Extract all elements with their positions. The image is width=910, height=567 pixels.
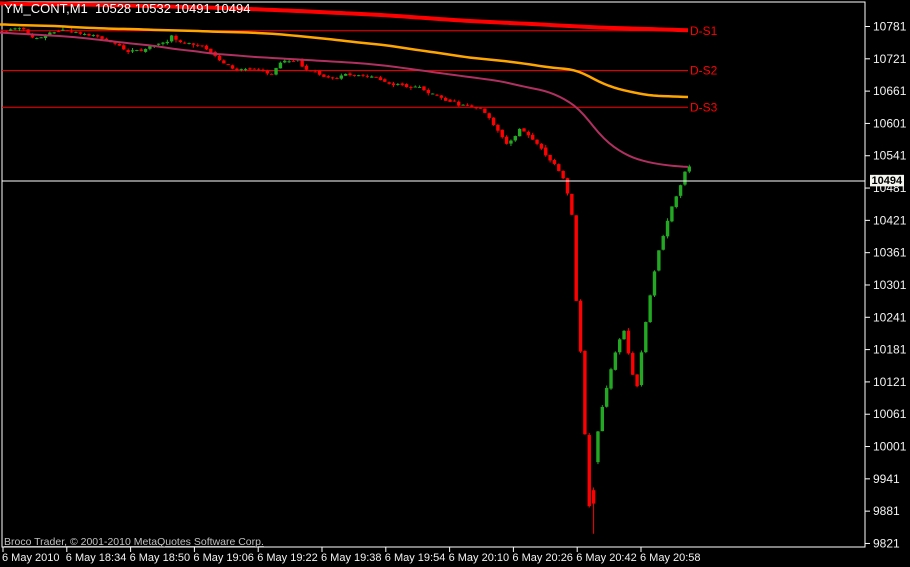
svg-text:10661: 10661	[873, 84, 907, 98]
svg-text:9941: 9941	[873, 472, 900, 486]
svg-text:10421: 10421	[873, 213, 907, 227]
svg-text:10061: 10061	[873, 407, 907, 421]
svg-text:D-S3: D-S3	[690, 100, 718, 114]
svg-text:10121: 10121	[873, 375, 907, 389]
svg-text:10721: 10721	[873, 52, 907, 66]
svg-text:6 May 19:06: 6 May 19:06	[193, 552, 254, 564]
svg-text:6 May 19:38: 6 May 19:38	[321, 552, 382, 564]
svg-text:D-S1: D-S1	[690, 24, 718, 38]
svg-text:10781: 10781	[873, 20, 907, 34]
svg-text:6 May 19:54: 6 May 19:54	[385, 552, 446, 564]
svg-text:D-S2: D-S2	[690, 64, 718, 78]
svg-text:10361: 10361	[873, 246, 907, 260]
svg-text:6 May 20:10: 6 May 20:10	[449, 552, 510, 564]
svg-text:10241: 10241	[873, 310, 907, 324]
svg-text:10541: 10541	[873, 149, 907, 163]
svg-text:6 May 20:26: 6 May 20:26	[512, 552, 573, 564]
svg-text:9821: 9821	[873, 536, 900, 550]
svg-text:10181: 10181	[873, 343, 907, 357]
svg-text:10001: 10001	[873, 440, 907, 454]
svg-text:6 May 20:42: 6 May 20:42	[576, 552, 637, 564]
svg-text:10301: 10301	[873, 278, 907, 292]
svg-text:6 May 19:22: 6 May 19:22	[257, 552, 318, 564]
svg-text:6 May 20:58: 6 May 20:58	[640, 552, 701, 564]
svg-text:6 May 18:50: 6 May 18:50	[130, 552, 191, 564]
svg-text:6 May 18:34: 6 May 18:34	[66, 552, 127, 564]
svg-text:10601: 10601	[873, 116, 907, 130]
svg-text:9881: 9881	[873, 504, 900, 518]
svg-text:6 May 2010: 6 May 2010	[2, 552, 59, 564]
svg-text:10494: 10494	[872, 175, 903, 187]
